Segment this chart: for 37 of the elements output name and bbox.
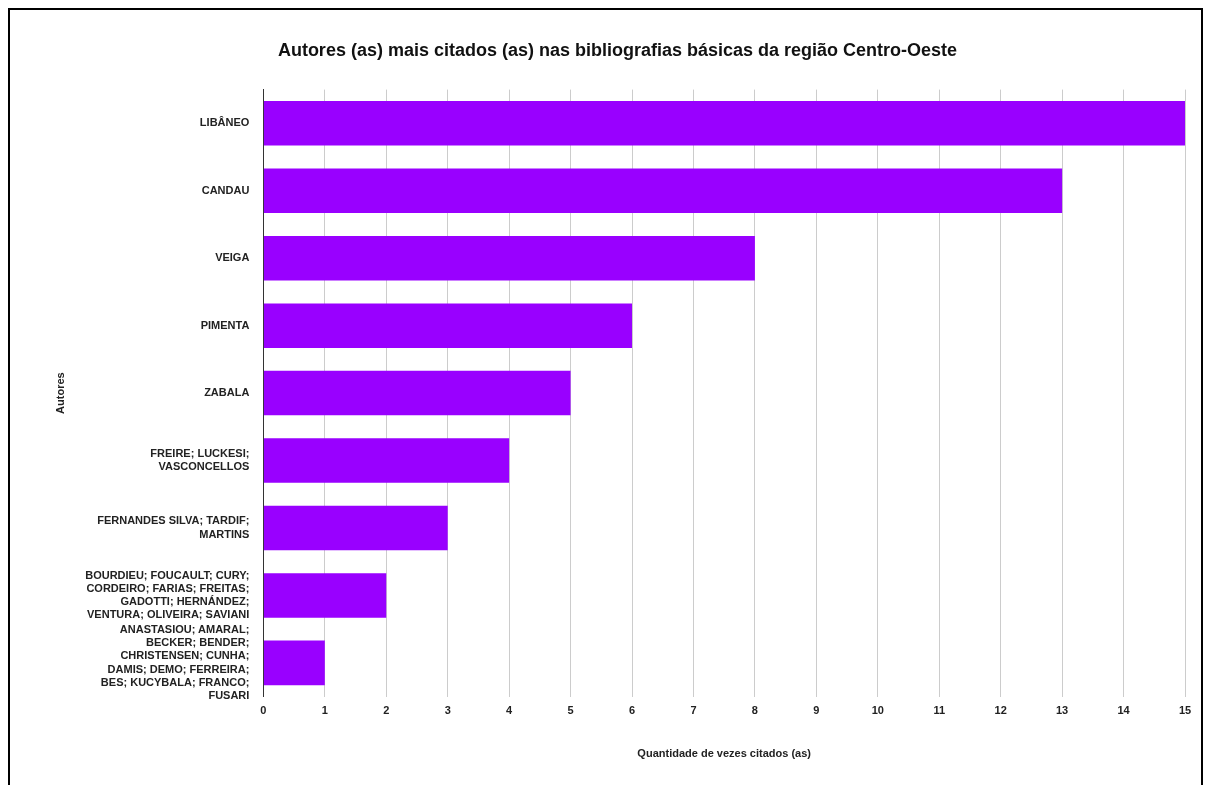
bar: [263, 505, 448, 551]
x-tick-label: 4: [506, 704, 514, 717]
x-tick-label: 1: [321, 704, 328, 717]
x-tick-label: 7: [690, 704, 697, 717]
x-tick-label: 6: [628, 704, 636, 717]
bar: [263, 235, 755, 281]
y-tick-label: ANASTASIOU; AMARAL; BECKER; BENDER; CHRISTENSEN; CUNHA; DAMIS; DEMO; FERREIRA; BES; KUCYBALA; FRANCO; FUSARI: [100, 622, 250, 701]
bar: [263, 640, 325, 686]
x-tick-label: 9: [813, 704, 820, 717]
y-tick-label: FREIRE; LUCKESI; VASCONCELLOS: [150, 446, 250, 473]
y-tick-label: VEIGA: [215, 251, 250, 264]
bar: [263, 168, 1063, 214]
y-tick-label: LIBÂNEO: [199, 116, 250, 129]
x-axis-title: Quantidade de vezes citados (as): [637, 747, 812, 760]
bar: [263, 370, 571, 416]
bar: [263, 573, 387, 618]
x-tick-label: 2: [383, 704, 390, 717]
x-tick-label: 12: [994, 704, 1007, 717]
chart-title: Autores (as) mais citados (as) nas bibliografias básicas da região Centro-Oeste: [277, 39, 958, 60]
y-tick-label: CANDAU: [201, 183, 250, 196]
bar: [263, 101, 1185, 146]
x-tick-label: 3: [444, 704, 451, 717]
x-tick-label: 10: [871, 704, 884, 717]
x-tick-label: 13: [1055, 704, 1069, 717]
x-tick-label: 0: [260, 704, 267, 717]
x-tick-label: 5: [567, 704, 574, 717]
bar: [263, 438, 510, 483]
x-tick-label: 8: [751, 704, 758, 717]
y-tick-label: FERNANDES SILVA; TARDIF; MARTINS: [97, 514, 250, 540]
x-tick-label: 15: [1178, 704, 1192, 717]
y-axis-title: Autores: [53, 372, 66, 414]
y-tick-label: ZABALA: [204, 386, 250, 399]
x-tick-label: 14: [1117, 704, 1131, 717]
y-tick-label: BOURDIEU; FOUCAULT; CURY; CORDEIRO; FARIAS; FREITAS; GADOTTI; HERNÁNDEZ; VENTURA; OLIVEIRA; SAVIANI: [85, 568, 250, 621]
y-tick-label: PIMENTA: [200, 318, 250, 331]
bar: [263, 303, 633, 348]
x-tick-label: 11: [933, 704, 946, 717]
